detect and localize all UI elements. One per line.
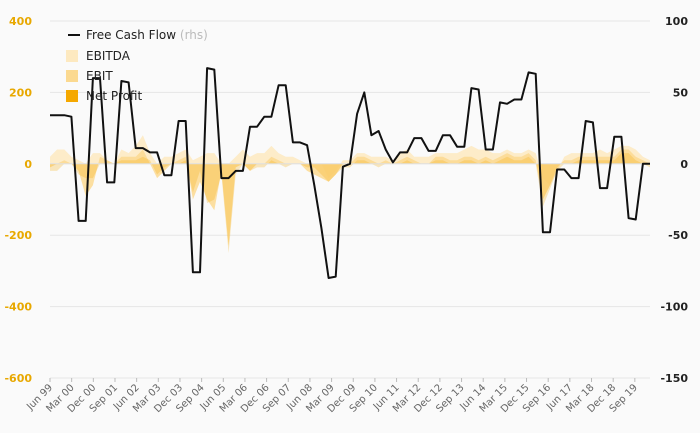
legend-label-net-profit: Net Profit — [86, 89, 142, 103]
legend-suffix-rhs: (rhs) — [180, 28, 208, 42]
legend-label-ebit: EBIT — [86, 69, 113, 83]
right-tick-label: 100 — [665, 15, 688, 28]
left-tick-label: 200 — [9, 86, 32, 99]
gridlines — [50, 20, 650, 379]
right-tick-label: 0 — [680, 158, 688, 171]
net-profit-area — [50, 153, 650, 254]
legend-swatch-ebitda — [66, 50, 78, 62]
legend-label-ebitda: EBITDA — [86, 49, 131, 63]
legend-swatch-net-profit — [66, 90, 78, 102]
right-tick-label: -150 — [660, 372, 688, 385]
ebit-area — [50, 149, 650, 246]
fcf-line — [50, 67, 650, 279]
legend: Free Cash Flow (rhs) EBITDA EBIT Net Pro… — [66, 28, 208, 103]
legend-label-fcf: Free Cash Flow — [86, 28, 176, 42]
left-tick-label: 400 — [9, 15, 32, 28]
right-axis-ticks: 100 50 0 -50 -100 -150 — [660, 15, 688, 385]
legend-swatch-ebit — [66, 70, 78, 82]
left-tick-label: -200 — [4, 229, 32, 242]
right-tick-label: -100 — [660, 301, 688, 314]
left-tick-label: -400 — [4, 301, 32, 314]
right-tick-label: -50 — [668, 229, 688, 242]
line-series — [50, 67, 650, 279]
svg-text:Free Cash Flow (rhs): Free Cash Flow (rhs) — [86, 28, 208, 42]
right-tick-label: 50 — [673, 86, 689, 99]
left-axis-ticks: 400 200 0 -200 -400 -600 — [4, 15, 32, 385]
left-tick-label: -600 — [4, 372, 32, 385]
left-tick-label: 0 — [24, 158, 32, 171]
